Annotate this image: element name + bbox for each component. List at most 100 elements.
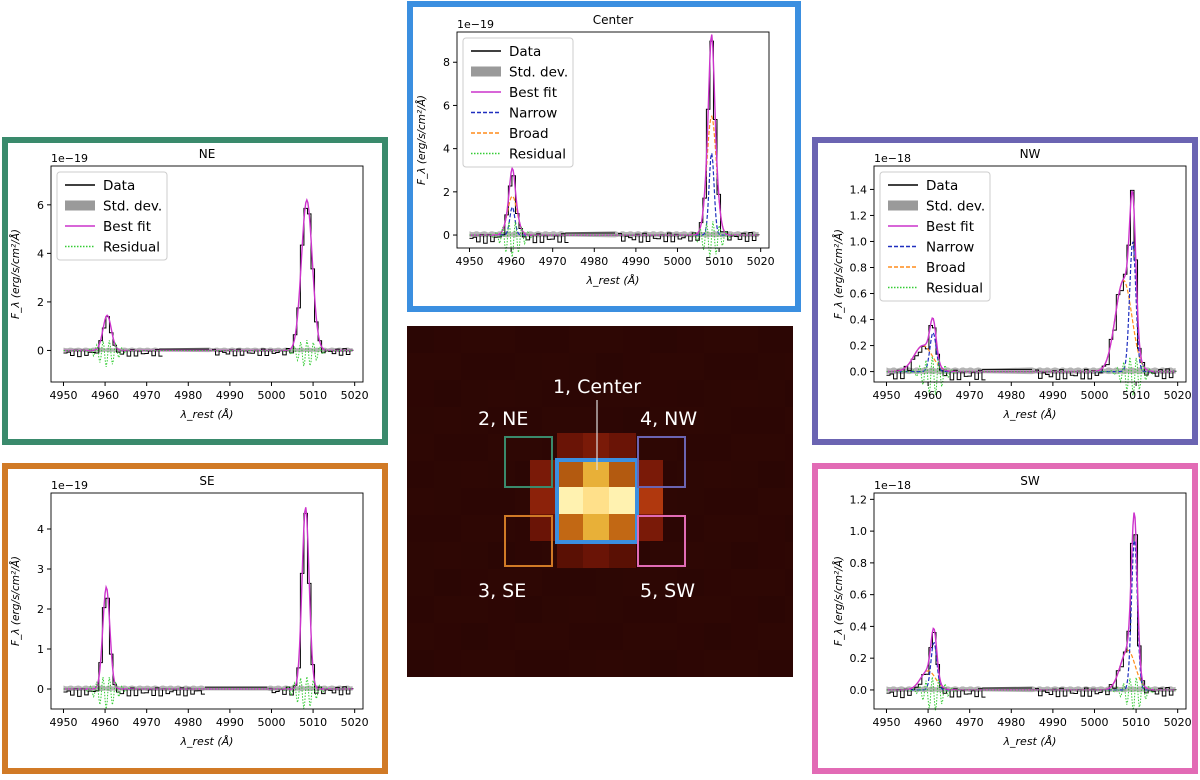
legend-label-narrow: Narrow	[926, 240, 974, 256]
map-pixel	[758, 434, 785, 461]
map-pixel	[488, 353, 515, 380]
map-pixel	[785, 569, 793, 596]
map-pixel	[488, 461, 515, 488]
map-pixel	[407, 380, 434, 407]
panel-sw: 4950 4960 4970 4980 4990 5000 5010 5020 0.0 0.2 0.…	[812, 463, 1198, 774]
legend-label-broad: Broad	[926, 260, 966, 276]
y-axis-label: F_λ (erg/s/cm²/Å)	[832, 229, 845, 319]
axes-sw	[873, 492, 1187, 710]
y-axis-label: F_λ (erg/s/cm²/Å)	[832, 556, 845, 646]
map-pixel	[758, 461, 785, 488]
y-tick-label: 1	[37, 643, 44, 656]
aperture-nw	[637, 436, 686, 488]
y-tick-label: 0.2	[850, 652, 868, 665]
map-pixel	[731, 461, 758, 488]
map-pixel	[407, 542, 434, 569]
map-label-se: 3, SE	[478, 580, 526, 602]
map-pixel	[731, 326, 758, 353]
map-pixel	[785, 434, 793, 461]
y-tick-label: 4	[37, 247, 44, 260]
map-pixel	[677, 569, 704, 596]
map-pixel	[731, 623, 758, 650]
map-pixel	[596, 353, 623, 380]
map-pixel	[731, 434, 758, 461]
x-tick-label: 5010	[299, 716, 327, 729]
y-tick-label: 0.2	[850, 340, 868, 353]
map-pixel	[461, 488, 488, 515]
legend-label-std: Std. dev.	[103, 199, 162, 215]
map-pixel	[704, 650, 731, 677]
x-tick-label: 4960	[914, 389, 942, 402]
y-tick-label: 0.6	[850, 589, 868, 602]
residual-curve-sw	[886, 676, 1176, 711]
map-pixel	[461, 596, 488, 623]
legend-swatch-std	[471, 66, 501, 77]
std-band-center	[469, 231, 759, 238]
map-pixel	[407, 461, 434, 488]
map-pixel	[488, 569, 515, 596]
map-pixel	[677, 488, 704, 515]
map-pixel	[677, 623, 704, 650]
axes-nw	[873, 165, 1187, 383]
map-pixel	[596, 569, 623, 596]
map-pixel	[461, 461, 488, 488]
x-tick-label: 4960	[497, 255, 525, 268]
map-pixel	[407, 353, 434, 380]
legend-label-std: Std. dev.	[509, 65, 568, 81]
x-tick-label: 4970	[956, 389, 984, 402]
map-pixel	[542, 623, 569, 650]
y-axis-label: F_λ (erg/s/cm²/Å)	[9, 556, 22, 646]
map-pixel-bright	[636, 514, 663, 541]
map-pixel	[623, 380, 650, 407]
map-pixel	[596, 380, 623, 407]
map-pixel	[758, 542, 785, 569]
map-pixel	[677, 650, 704, 677]
map-pixel	[515, 380, 542, 407]
x-tick-label: 5010	[1122, 716, 1150, 729]
map-pixel	[515, 326, 542, 353]
x-tick-label: 5010	[299, 389, 327, 402]
map-pixel	[515, 569, 542, 596]
map-pixel	[488, 326, 515, 353]
map-pixel	[623, 650, 650, 677]
y-tick-label: 0.4	[850, 620, 868, 633]
map-pixel	[542, 326, 569, 353]
std-band-sw	[886, 686, 1176, 693]
panel-title: Center	[593, 13, 633, 27]
map-pixel-bright	[609, 487, 636, 514]
map-pixel	[569, 380, 596, 407]
aperture-se	[504, 515, 553, 567]
legend-label-fit: Best fit	[103, 219, 151, 235]
legend-swatch-std	[888, 200, 918, 211]
y-tick-label: 4	[37, 523, 44, 536]
map-pixel-bright	[557, 514, 584, 541]
panel-title: NE	[199, 147, 216, 161]
map-pixel	[731, 380, 758, 407]
legend-label-fit: Best fit	[926, 219, 974, 235]
map-pixel	[704, 623, 731, 650]
map-pixel	[434, 650, 461, 677]
scale-label: 1e−19	[457, 18, 494, 31]
x-tick-label: 4980	[580, 255, 608, 268]
map-pixel	[434, 434, 461, 461]
map-pixel	[785, 515, 793, 542]
map-pixel	[461, 434, 488, 461]
map-pixel	[515, 434, 542, 461]
map-pixel	[677, 434, 704, 461]
x-axis-label: λ_rest (Å)	[180, 408, 234, 421]
x-tick-label: 4950	[872, 389, 900, 402]
map-pixel	[623, 569, 650, 596]
map-pixel	[542, 596, 569, 623]
x-tick-label: 5010	[705, 255, 733, 268]
map-pixel	[407, 407, 434, 434]
map-pixel	[434, 407, 461, 434]
map-pixel	[434, 569, 461, 596]
map-pixel	[758, 407, 785, 434]
legend-label-data: Data	[103, 178, 135, 194]
map-pixel	[488, 542, 515, 569]
map-pixel	[488, 596, 515, 623]
axes-se	[50, 492, 364, 710]
x-tick-label: 5020	[1164, 716, 1192, 729]
y-axis-label: F_λ (erg/s/cm²/Å)	[9, 229, 22, 319]
map-pixel-bright	[609, 433, 636, 460]
